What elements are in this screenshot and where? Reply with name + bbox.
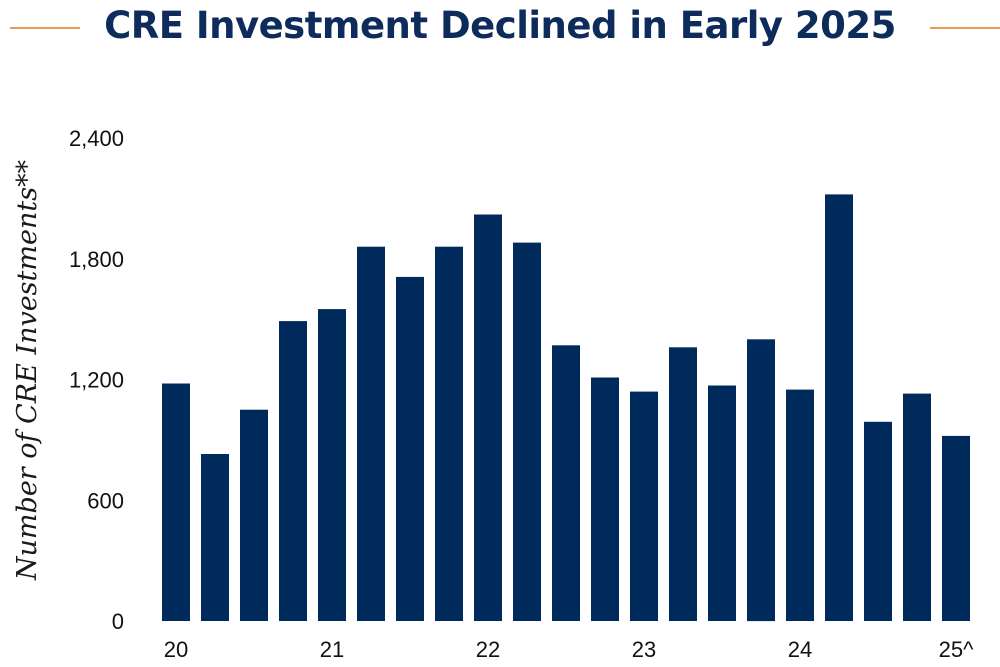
chart-title: CRE Investment Declined in Early 2025 (104, 4, 896, 47)
bar-12 (630, 391, 658, 621)
y-tick-label: 1,800 (69, 247, 124, 272)
bar-7 (435, 246, 463, 621)
bar-14 (708, 385, 736, 621)
bar-6 (396, 276, 424, 621)
bar-15 (747, 339, 775, 622)
bars (162, 194, 970, 622)
bar-18 (864, 421, 892, 621)
bar-9 (513, 242, 541, 621)
x-tick-label: 25^ (939, 637, 974, 662)
bar-17 (825, 194, 853, 621)
title-rule-left (10, 27, 80, 29)
x-tick-label: 24 (788, 637, 812, 662)
y-tick-label: 600 (87, 488, 124, 513)
bar-5 (357, 246, 385, 621)
x-axis-ticks: 20 21 22 23 24 25^ (164, 637, 974, 662)
bar-20 (942, 435, 970, 621)
y-axis-ticks: 0 600 1,200 1,800 2,400 (69, 126, 124, 634)
bar-19 (903, 393, 931, 621)
x-tick-label: 20 (164, 637, 188, 662)
bar-8 (474, 214, 502, 621)
bar-13 (669, 347, 697, 621)
x-tick-label: 23 (632, 637, 656, 662)
bar-16 (786, 389, 814, 621)
bar-10 (552, 345, 580, 621)
x-tick-label: 21 (320, 637, 344, 662)
bar-3 (279, 321, 307, 621)
y-tick-label: 1,200 (69, 368, 124, 393)
x-tick-label: 22 (476, 637, 500, 662)
title-row: CRE Investment Declined in Early 2025 (0, 0, 1000, 62)
bar-11 (591, 377, 619, 621)
bar-0 (162, 383, 190, 621)
y-tick-label: 0 (112, 609, 124, 634)
y-tick-label: 2,400 (69, 126, 124, 151)
title-rule-right (930, 27, 1000, 29)
y-axis-label: Number of CRE Investments** (12, 159, 43, 581)
bar-4 (318, 309, 346, 621)
bar-2 (240, 409, 268, 621)
bar-1 (201, 454, 229, 621)
